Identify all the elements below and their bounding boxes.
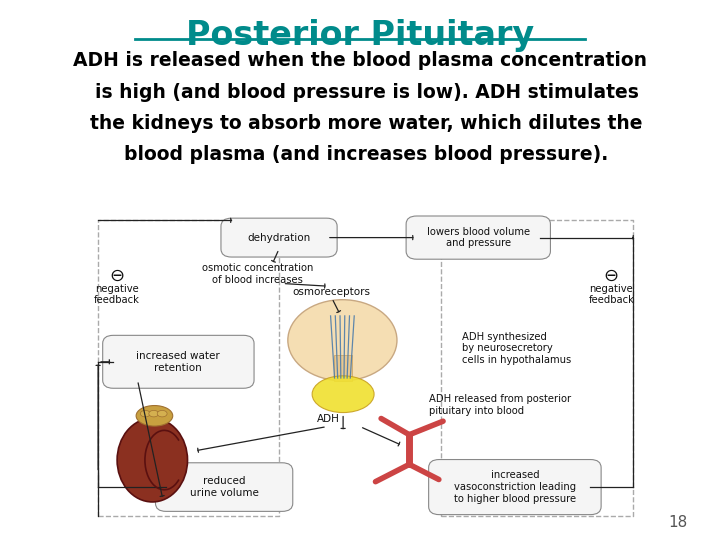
Ellipse shape — [140, 410, 150, 417]
FancyBboxPatch shape — [406, 216, 550, 259]
FancyBboxPatch shape — [103, 335, 254, 388]
Ellipse shape — [157, 410, 167, 417]
FancyBboxPatch shape — [221, 218, 337, 257]
Text: ADH released from posterior
pituitary into blood: ADH released from posterior pituitary in… — [429, 394, 571, 416]
Text: ADH synthesized
by neurosecretory
cells in hypothalamus: ADH synthesized by neurosecretory cells … — [462, 332, 572, 365]
FancyBboxPatch shape — [334, 355, 351, 381]
Text: ADH is released when the blood plasma concentration: ADH is released when the blood plasma co… — [73, 51, 647, 70]
Text: negative
feedback: negative feedback — [588, 284, 634, 305]
Text: ⊖: ⊖ — [604, 266, 619, 285]
Ellipse shape — [136, 406, 173, 426]
Text: 18: 18 — [668, 515, 688, 530]
Text: increased water
retention: increased water retention — [137, 351, 220, 373]
Text: osmotic concentration
of blood increases: osmotic concentration of blood increases — [202, 263, 314, 285]
Text: increased
vasoconstriction leading
to higher blood pressure: increased vasoconstriction leading to hi… — [454, 470, 576, 504]
Text: ADH: ADH — [317, 414, 340, 423]
FancyBboxPatch shape — [156, 463, 293, 511]
Text: the kidneys to absorb more water, which dilutes the: the kidneys to absorb more water, which … — [77, 114, 643, 133]
Text: lowers blood volume
and pressure: lowers blood volume and pressure — [427, 227, 530, 248]
Ellipse shape — [117, 418, 187, 502]
Ellipse shape — [312, 376, 374, 413]
Text: negative
feedback: negative feedback — [94, 284, 140, 305]
Ellipse shape — [149, 410, 158, 417]
Text: osmoreceptors: osmoreceptors — [293, 287, 371, 296]
Text: ⊖: ⊖ — [109, 266, 125, 285]
Text: is high (and blood pressure is low). ADH stimulates: is high (and blood pressure is low). ADH… — [81, 83, 639, 102]
Text: Posterior Pituitary: Posterior Pituitary — [186, 19, 534, 52]
FancyBboxPatch shape — [428, 460, 601, 515]
Text: blood plasma (and increases blood pressure).: blood plasma (and increases blood pressu… — [112, 145, 608, 164]
Text: dehydration: dehydration — [248, 233, 310, 242]
Text: reduced
urine volume: reduced urine volume — [189, 476, 258, 498]
Ellipse shape — [288, 300, 397, 381]
